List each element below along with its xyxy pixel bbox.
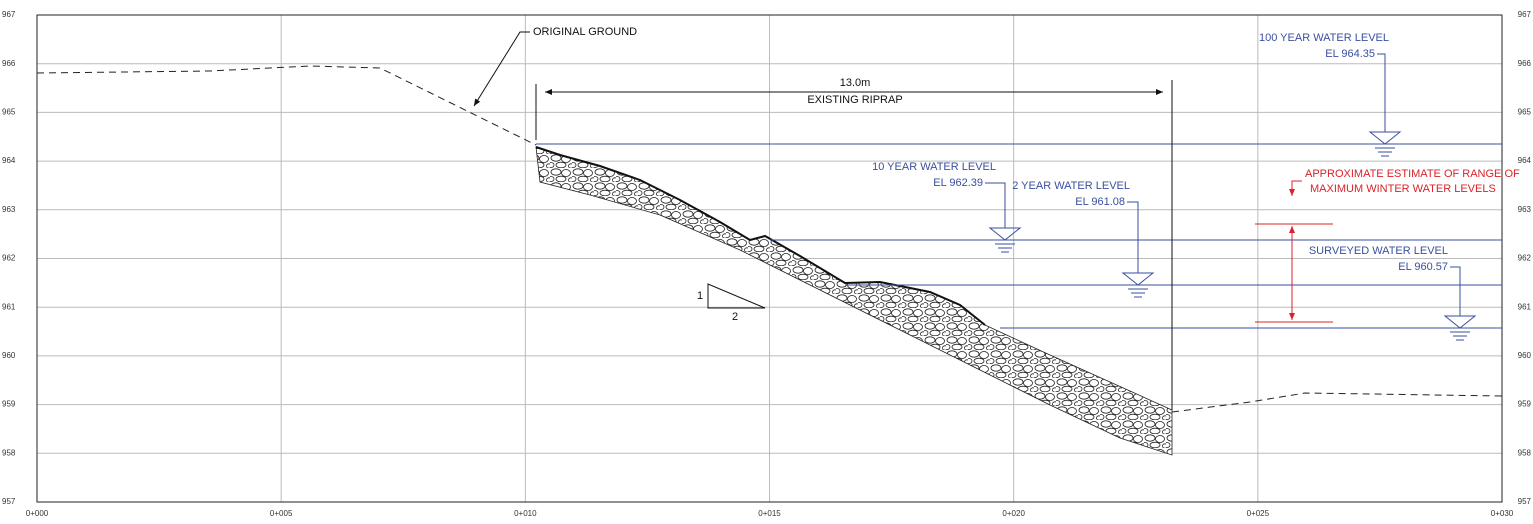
original-ground-label: ORIGINAL GROUND — [533, 26, 637, 38]
y-axis-label: 961 — [1518, 302, 1532, 311]
leader — [1450, 266, 1461, 316]
leader — [985, 182, 1006, 228]
x-axis-label: 0+020 — [1002, 509, 1025, 518]
original-ground-line — [1171, 392, 1503, 413]
x-axis-label: 0+030 — [1491, 509, 1514, 518]
y-axis-label: 966 — [2, 59, 16, 68]
original-ground-line — [36, 65, 537, 146]
slope-symbol — [707, 283, 766, 309]
water-symbol — [1443, 315, 1477, 329]
y-axis-label: 957 — [2, 497, 16, 506]
slope-rise: 1 — [697, 290, 703, 302]
y-axis-label: 958 — [1518, 448, 1532, 457]
slope-run: 2 — [732, 311, 738, 323]
y-axis-label: 965 — [1518, 108, 1532, 117]
dimension — [535, 80, 1173, 410]
leader — [473, 31, 530, 107]
y-axis-label: 962 — [1518, 254, 1532, 263]
riprap — [535, 146, 1173, 456]
y-axis-label: 966 — [1518, 59, 1532, 68]
range-note: MAXIMUM WINTER WATER LEVELS — [1310, 183, 1496, 195]
dimension-label: 13.0m — [840, 77, 871, 89]
y-axis-label: 961 — [2, 302, 16, 311]
y-axis-label: 963 — [1518, 205, 1532, 214]
water-level-symbols — [985, 53, 1477, 341]
x-axis-label: 0+005 — [270, 509, 293, 518]
x-axis-label: 0+025 — [1247, 509, 1270, 518]
water-lines — [536, 143, 1502, 329]
x-axis-label: 0+010 — [514, 509, 537, 518]
water-level-elevation: EL 960.57 — [1398, 261, 1448, 273]
x-axis-label: 0+015 — [758, 509, 781, 518]
riprap-label: EXISTING RIPRAP — [807, 94, 902, 106]
y-axis-label: 965 — [2, 108, 16, 117]
leader — [1377, 53, 1386, 132]
riprap-surface — [535, 146, 986, 326]
y-axis-label: 964 — [1518, 156, 1532, 165]
y-axis-label: 959 — [1518, 400, 1532, 409]
y-axis-label: 959 — [2, 400, 16, 409]
y-axis-label: 960 — [2, 351, 16, 360]
y-axis-label: 958 — [2, 448, 16, 457]
leader — [1127, 201, 1139, 273]
y-axis-label: 963 — [2, 205, 16, 214]
water-level-title: SURVEYED WATER LEVEL — [1309, 245, 1448, 257]
water-level-elevation: EL 962.39 — [933, 177, 983, 189]
frame — [36, 14, 1503, 503]
range-note: APPROXIMATE ESTIMATE OF RANGE OF — [1305, 168, 1520, 180]
x-axis-label: 0+000 — [26, 509, 49, 518]
water-level-title: 2 YEAR WATER LEVEL — [1012, 180, 1130, 192]
y-axis-label: 960 — [1518, 351, 1532, 360]
water-level-title: 10 YEAR WATER LEVEL — [872, 161, 996, 173]
y-axis-label: 964 — [2, 156, 16, 165]
water-symbol — [1368, 131, 1402, 145]
water-level-elevation: EL 964.35 — [1325, 48, 1375, 60]
y-axis-label: 967 — [2, 10, 16, 19]
water-symbol — [1121, 272, 1155, 286]
y-axis-label: 957 — [1518, 497, 1532, 506]
y-axis-label: 962 — [2, 254, 16, 263]
water-symbol — [988, 227, 1022, 241]
range — [1255, 180, 1333, 323]
water-level-title: 100 YEAR WATER LEVEL — [1259, 32, 1389, 44]
water-level-elevation: EL 961.08 — [1075, 196, 1125, 208]
y-axis-label: 967 — [1518, 10, 1532, 19]
